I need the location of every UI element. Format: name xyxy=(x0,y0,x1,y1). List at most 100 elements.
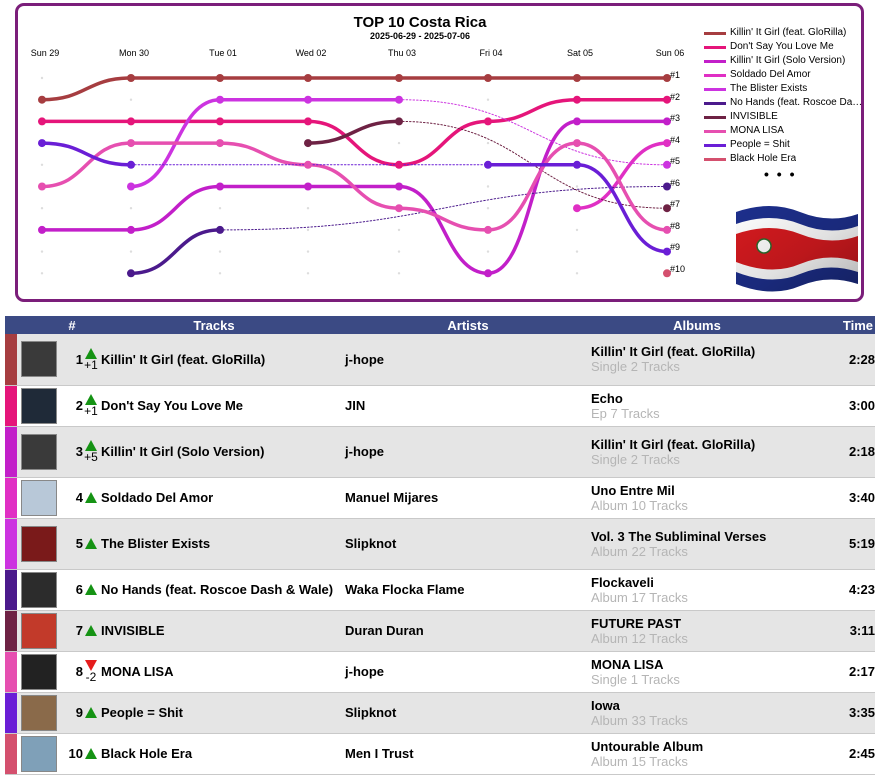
artists-col-header[interactable]: Artists xyxy=(345,316,591,334)
table-row[interactable]: 2 +1 Don't Say You Love Me JIN Echo Ep 7 Trac… xyxy=(5,385,875,427)
data-point[interactable] xyxy=(216,225,224,234)
data-point[interactable] xyxy=(304,139,312,148)
legend-entry[interactable]: The Blister Exists xyxy=(704,82,861,96)
track-title[interactable]: INVISIBLE xyxy=(101,623,165,638)
legend-entry[interactable]: INVISIBLE xyxy=(704,110,861,124)
data-point[interactable] xyxy=(484,117,492,126)
data-point[interactable] xyxy=(573,95,581,104)
artist-name[interactable]: Men I Trust xyxy=(345,733,591,775)
data-point[interactable] xyxy=(663,160,671,169)
data-point[interactable] xyxy=(663,95,671,104)
album-name[interactable]: Killin' It Girl (feat. GloRilla) xyxy=(591,436,756,452)
artist-name[interactable]: j-hope xyxy=(345,651,591,693)
artist-name[interactable]: Manuel Mijares xyxy=(345,477,591,519)
album-cover-image[interactable] xyxy=(21,735,57,772)
data-point[interactable] xyxy=(484,160,492,169)
album-name[interactable]: Iowa xyxy=(591,697,620,713)
data-point[interactable] xyxy=(216,74,224,82)
data-point[interactable] xyxy=(663,269,671,278)
data-point[interactable] xyxy=(395,74,403,82)
data-point[interactable] xyxy=(304,160,312,169)
album-name[interactable]: Killin' It Girl (feat. GloRilla) xyxy=(591,344,756,360)
track-title[interactable]: Black Hole Era xyxy=(101,746,193,761)
tracks-col-header[interactable]: Tracks xyxy=(83,316,345,334)
album-cover-image[interactable] xyxy=(21,653,57,690)
data-point[interactable] xyxy=(304,182,312,191)
data-point[interactable] xyxy=(38,95,46,104)
legend-entry[interactable]: No Hands (feat. Roscoe Dash & Wale) xyxy=(704,96,861,110)
album-cover-image[interactable] xyxy=(21,694,57,731)
legend-entry[interactable]: Don't Say You Love Me xyxy=(704,40,861,54)
data-point[interactable] xyxy=(304,95,312,104)
album-cover-image[interactable] xyxy=(21,341,57,378)
legend-entry[interactable]: People = Shit xyxy=(704,138,861,152)
data-point[interactable] xyxy=(663,139,671,148)
legend-entry[interactable]: Killin' It Girl (Solo Version) xyxy=(704,54,861,68)
table-row[interactable]: 8 -2 MONA LISA j-hope MONA LISA Single 1 Trac… xyxy=(5,651,875,693)
data-point[interactable] xyxy=(663,74,671,82)
data-point[interactable] xyxy=(573,160,581,169)
data-point[interactable] xyxy=(127,182,135,191)
legend-entry[interactable]: Soldado Del Amor xyxy=(704,68,861,82)
artist-name[interactable]: j-hope xyxy=(345,426,591,478)
album-name[interactable]: Vol. 3 The Subliminal Verses xyxy=(591,528,767,544)
data-point[interactable] xyxy=(216,139,224,148)
artist-name[interactable]: JIN xyxy=(345,385,591,427)
track-title[interactable]: Soldado Del Amor xyxy=(101,490,214,505)
track-title[interactable]: No Hands (feat. Roscoe Dash & Wale) xyxy=(101,582,334,597)
album-name[interactable]: FUTURE PAST xyxy=(591,615,682,631)
table-row[interactable]: 6 No Hands (feat. Roscoe Dash & Wale) Waka… xyxy=(5,569,875,611)
artist-name[interactable]: j-hope xyxy=(345,334,591,386)
data-point[interactable] xyxy=(38,225,46,234)
album-name[interactable]: Uno Entre Mil xyxy=(591,482,675,498)
track-title[interactable]: Killin' It Girl (feat. GloRilla) xyxy=(101,351,266,367)
data-point[interactable] xyxy=(395,204,403,213)
time-col-header[interactable]: Time xyxy=(803,316,875,334)
track-title[interactable]: Don't Say You Love Me xyxy=(101,398,244,413)
data-point[interactable] xyxy=(127,139,135,148)
album-name[interactable]: Flockaveli xyxy=(591,574,654,590)
data-point[interactable] xyxy=(304,74,312,82)
legend-entry[interactable]: Killin' It Girl (feat. GloRilla) xyxy=(704,26,861,40)
data-point[interactable] xyxy=(573,74,581,82)
data-point[interactable] xyxy=(663,204,671,213)
table-row[interactable]: 4 Soldado Del Amor Manuel Mijares Uno Entre… xyxy=(5,477,875,519)
data-point[interactable] xyxy=(38,182,46,191)
data-point[interactable] xyxy=(216,182,224,191)
album-cover-image[interactable] xyxy=(21,612,57,649)
album-cover-image[interactable] xyxy=(21,525,57,562)
data-point[interactable] xyxy=(216,95,224,104)
data-point[interactable] xyxy=(395,182,403,191)
artist-name[interactable]: Slipknot xyxy=(345,518,591,570)
track-title[interactable]: MONA LISA xyxy=(101,664,174,679)
album-cover-image[interactable] xyxy=(21,387,57,424)
data-point[interactable] xyxy=(395,117,403,126)
data-point[interactable] xyxy=(484,225,492,234)
legend-more[interactable]: • • • xyxy=(764,166,797,182)
album-name[interactable]: Untourable Album xyxy=(591,738,704,754)
rank-col-header[interactable]: # xyxy=(61,316,83,334)
albums-col-header[interactable]: Albums xyxy=(591,316,803,334)
table-row[interactable]: 5 The Blister Exists Slipknot Vol. 3 The Su… xyxy=(5,518,875,570)
data-point[interactable] xyxy=(663,117,671,126)
data-point[interactable] xyxy=(573,204,581,213)
data-point[interactable] xyxy=(484,269,492,278)
table-row[interactable]: 10 Black Hole Era Men I Trust Untourable Al… xyxy=(5,733,875,775)
album-cover-image[interactable] xyxy=(21,479,57,516)
data-point[interactable] xyxy=(127,160,135,169)
data-point[interactable] xyxy=(216,117,224,126)
album-cover-image[interactable] xyxy=(21,433,57,470)
data-point[interactable] xyxy=(304,117,312,126)
data-point[interactable] xyxy=(663,225,671,234)
track-title[interactable]: The Blister Exists xyxy=(101,536,211,551)
data-point[interactable] xyxy=(573,117,581,126)
data-point[interactable] xyxy=(484,74,492,82)
artist-name[interactable]: Waka Flocka Flame xyxy=(345,569,591,611)
artist-name[interactable]: Duran Duran xyxy=(345,610,591,652)
album-name[interactable]: MONA LISA xyxy=(591,656,664,672)
table-row[interactable]: 9 People = Shit Slipknot Iowa Album 33 Track… xyxy=(5,692,875,734)
artist-name[interactable]: Slipknot xyxy=(345,692,591,734)
legend-entry[interactable]: MONA LISA xyxy=(704,124,861,138)
data-point[interactable] xyxy=(127,117,135,126)
data-point[interactable] xyxy=(395,95,403,104)
